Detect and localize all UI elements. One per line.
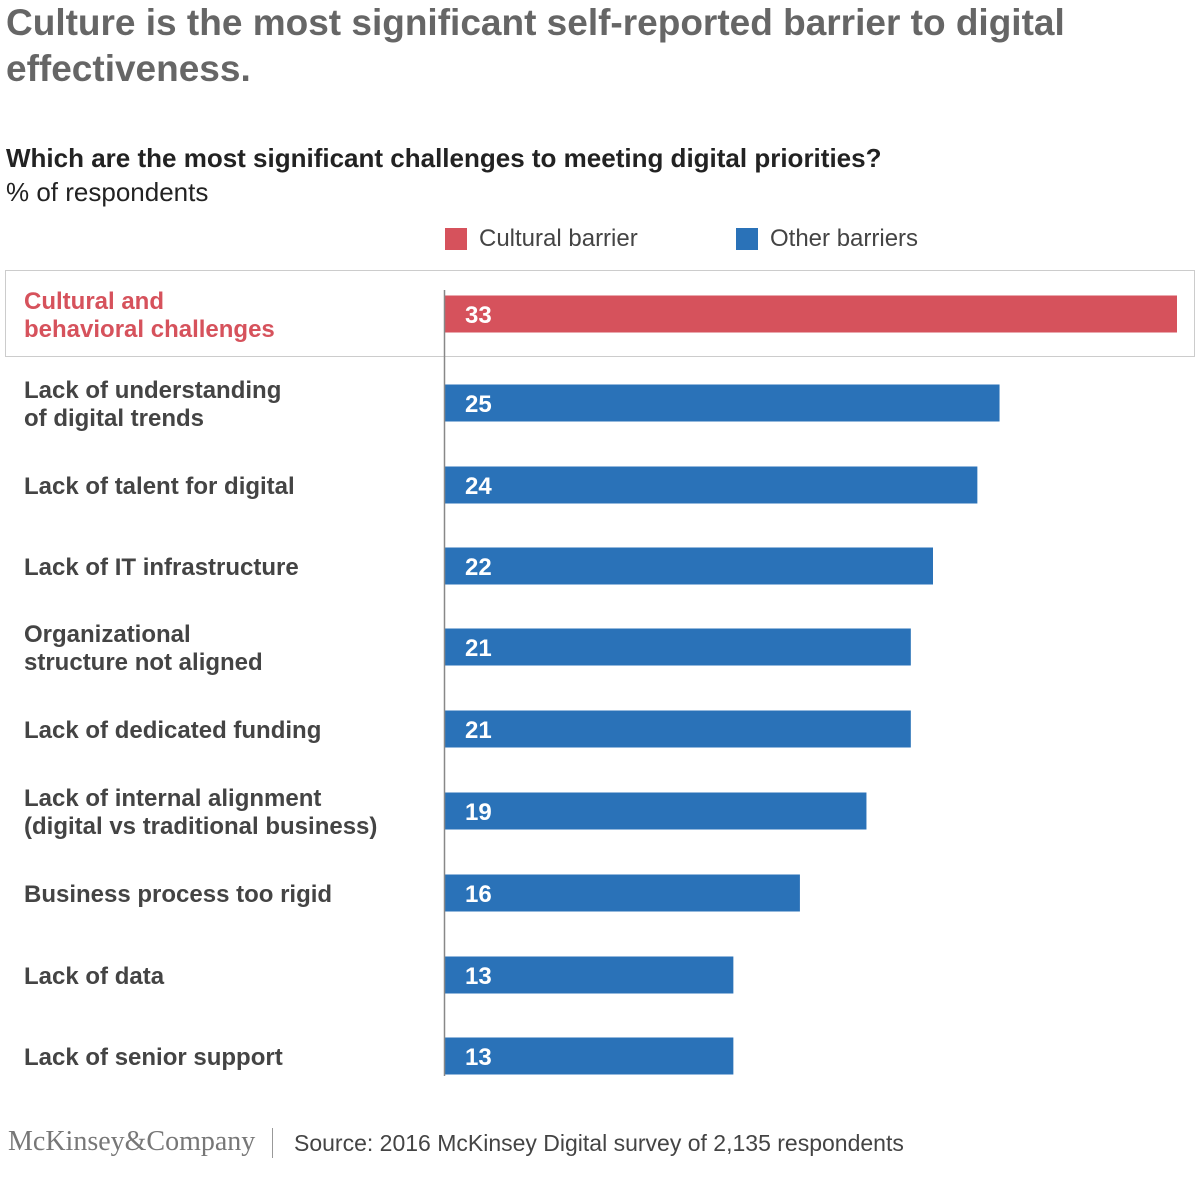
unit-label: % of respondents: [6, 177, 209, 207]
category-label-line: structure not aligned: [24, 649, 263, 676]
category-label-3: Lack of talent for digital: [24, 473, 295, 500]
data-label-5: 21: [465, 635, 492, 662]
category-label-line: Lack of dedicated funding: [24, 717, 321, 744]
legend-label-cultural: Cultural barrier: [479, 225, 638, 252]
bar-6: [445, 710, 911, 748]
bar-10: [445, 1037, 734, 1075]
data-label-9: 13: [465, 963, 492, 990]
category-label-line: Business process too rigid: [24, 881, 332, 908]
legend-label-other: Other barriers: [770, 225, 919, 252]
bar-9: [445, 956, 734, 994]
category-label-line: Organizational: [24, 621, 191, 648]
bar-8: [445, 874, 800, 912]
category-label-line: Cultural and: [24, 288, 164, 315]
mckinsey-logo: McKinsey&Company: [8, 1126, 256, 1157]
source-note: Source: 2016 McKinsey Digital survey of …: [294, 1130, 904, 1156]
data-label-6: 21: [465, 717, 492, 744]
bar-7: [445, 792, 867, 830]
category-label-line: (digital vs traditional business): [24, 813, 377, 840]
data-label-1: 33: [465, 302, 492, 329]
category-label-line: Lack of internal alignment: [24, 785, 321, 812]
category-label-8: Business process too rigid: [24, 881, 332, 908]
data-label-3: 24: [465, 473, 492, 500]
category-label-line: Lack of understanding: [24, 377, 281, 404]
category-label-1: Cultural and behavioral challenges: [24, 288, 275, 343]
legend-item-cultural: Cultural barrier: [445, 224, 638, 254]
category-label-9: Lack of data: [24, 963, 165, 990]
category-label-10: Lack of senior support: [24, 1044, 283, 1071]
category-label-line: Lack of data: [24, 963, 165, 990]
chart-subtitle: Which are the most significant challenge…: [6, 143, 882, 173]
data-label-8: 16: [465, 881, 492, 908]
highlight-box: [5, 270, 1195, 357]
legend-swatch-cultural: [445, 228, 467, 250]
category-label-6: Lack of dedicated funding: [24, 717, 321, 744]
bar-2: [445, 384, 1000, 422]
category-label-line: Lack of talent for digital: [24, 473, 295, 500]
bar-1: [445, 295, 1177, 333]
category-label-4: Lack of IT infrastructure: [24, 554, 299, 581]
data-label-4: 22: [465, 554, 492, 581]
category-label-5: Organizational structure not aligned: [24, 621, 263, 676]
bar-3: [445, 466, 978, 504]
data-label-7: 19: [465, 799, 492, 826]
data-label-2: 25: [465, 391, 492, 418]
category-label-line: Lack of IT infrastructure: [24, 554, 299, 581]
category-label-7: Lack of internal alignment (digital vs tr…: [24, 785, 377, 840]
category-label-line: Lack of senior support: [24, 1044, 283, 1071]
category-label-line: behavioral challenges: [24, 316, 275, 343]
footer-divider: [272, 1128, 273, 1158]
category-label-2: Lack of understanding of digital trends: [24, 377, 281, 432]
bar-5: [445, 628, 911, 666]
legend-swatch-other: [736, 228, 758, 250]
legend-item-other: Other barriers: [736, 224, 918, 254]
chart-title: Culture is the most significant self-rep…: [6, 2, 1065, 89]
data-label-10: 13: [465, 1044, 492, 1071]
category-label-line: of digital trends: [24, 405, 204, 432]
bar-4: [445, 547, 933, 585]
